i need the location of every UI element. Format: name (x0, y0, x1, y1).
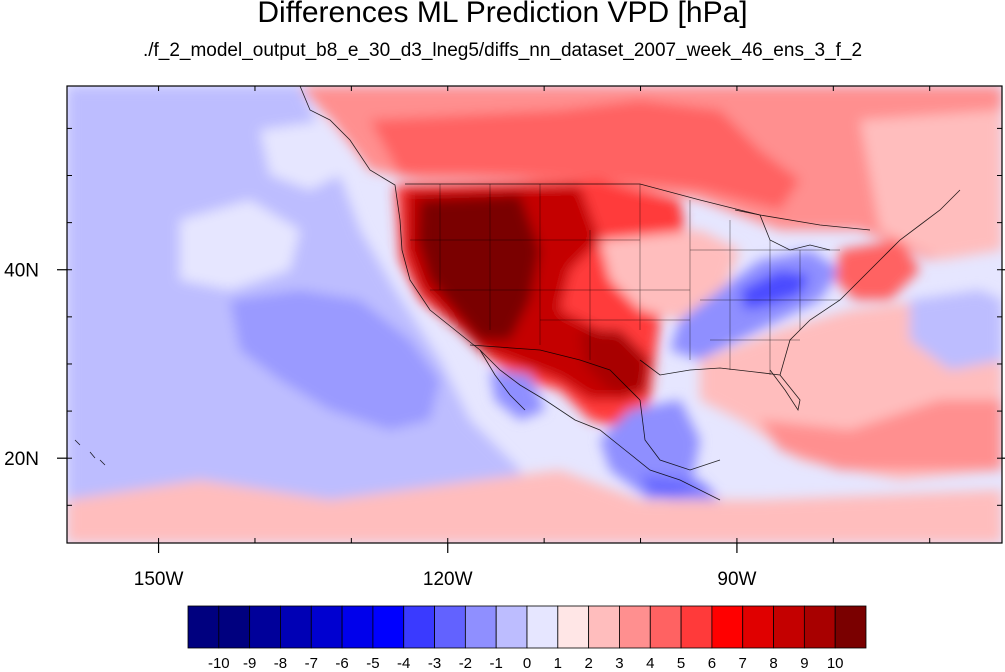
central-america-negative (640, 475, 720, 505)
yucatan-coast (639, 399, 721, 471)
colorbar-swatch (649, 605, 682, 649)
x-tick-label: 90W (717, 569, 756, 590)
south-pacific-light-positive (67, 470, 1002, 543)
pacific-medium-negative (230, 290, 440, 430)
colorbar-swatch (187, 605, 220, 649)
map-subtitle: ./f_2_model_output_b8_e_30_d3_lneg5/diff… (142, 40, 863, 61)
great-lakes (734, 209, 831, 251)
state-borders (410, 184, 840, 375)
central-us-light (600, 230, 740, 320)
colorbar-label: -7 (305, 655, 318, 672)
colorbar-label: 9 (800, 655, 808, 672)
state-lines-east (690, 220, 840, 375)
caribbean-positive (760, 400, 1002, 470)
colorbar-swatch (341, 605, 374, 649)
colorbar-swatch (310, 605, 343, 649)
colorbar-label: -9 (243, 655, 256, 672)
hawaii-islands (74, 439, 106, 466)
colorbar-swatch (557, 605, 590, 649)
colorbar-label: 5 (677, 655, 685, 672)
map-title: Differences ML Prediction VPD [hPa] (257, 0, 748, 29)
colorbar-swatch (619, 605, 651, 649)
colorbar-label: -5 (366, 655, 379, 672)
colorbar-label: 4 (646, 655, 654, 672)
gulf-negative (600, 400, 700, 500)
y-tick-label: 40N (4, 261, 39, 282)
x-tick-label: 120W (423, 569, 473, 590)
mid-atlantic-positive (835, 240, 920, 300)
data-field (67, 86, 1002, 543)
us-canada-border (405, 183, 871, 231)
baja-peninsula (479, 349, 526, 411)
colorbar-swatch (773, 605, 805, 649)
atlantic-negative-patch (910, 290, 1002, 370)
y-tick-label: 20N (4, 449, 39, 470)
colorbar-swatch (526, 605, 559, 649)
pacific-light-patches (180, 200, 300, 290)
colorbar-label: 3 (615, 655, 623, 672)
colorbar-label: 1 (554, 655, 562, 672)
colorbar-label: 10 (827, 655, 844, 672)
gulf-coast (639, 359, 801, 412)
canada-light-edge (860, 110, 1002, 260)
colorbar-swatch (434, 605, 466, 649)
colorbar-swatch (403, 605, 435, 649)
axis: 150W 120W 90W 40N 20N (4, 86, 1005, 590)
canada-strong-positive (370, 100, 800, 210)
colorbar-label: 7 (739, 655, 747, 672)
colorbar-swatch (495, 605, 528, 649)
plot-frame (66, 85, 1003, 544)
colorbar-swatch (218, 605, 251, 649)
colorbar-swatch (834, 605, 867, 649)
colorbar-label: -3 (428, 655, 441, 672)
colorbar: -10 -9 -8 -7 -6 -5 -4 -3 -2 -1 0 1 2 3 4 5 6 7 8 9 10 (187, 605, 867, 672)
western-us-peak (418, 195, 540, 340)
colorbar-label: 0 (523, 655, 531, 672)
state-lines-west (410, 184, 691, 360)
colorbar-label: -6 (335, 655, 348, 672)
colorbar-label: -8 (274, 655, 287, 672)
colorbar-swatch (742, 605, 774, 649)
colorbar-swatch (372, 605, 405, 649)
colorbar-label: -2 (459, 655, 472, 672)
colorbar-swatch (680, 605, 713, 649)
colorbar-label: 6 (708, 655, 716, 672)
colorbar-label: 8 (769, 655, 777, 672)
x-tick-label: 150W (134, 569, 184, 590)
north-america-west-coast (299, 86, 721, 501)
pacific-light-patches-2 (260, 120, 350, 190)
us-mexico-border (469, 344, 641, 401)
colorbar-swatch (249, 605, 281, 649)
colorbar-label: -10 (208, 655, 230, 672)
colorbar-swatch (711, 605, 744, 649)
colorbar-label: -1 (490, 655, 503, 672)
texas-peak (580, 330, 650, 395)
colorbar-label: -4 (397, 655, 410, 672)
baja-negative (490, 370, 545, 420)
coastlines (74, 86, 961, 501)
colorbar-label: 2 (584, 655, 592, 672)
colorbar-swatch (280, 605, 312, 649)
colorbar-swatch (464, 605, 497, 649)
colorbar-swatch (803, 605, 836, 649)
colorbar-swatch (588, 605, 620, 649)
